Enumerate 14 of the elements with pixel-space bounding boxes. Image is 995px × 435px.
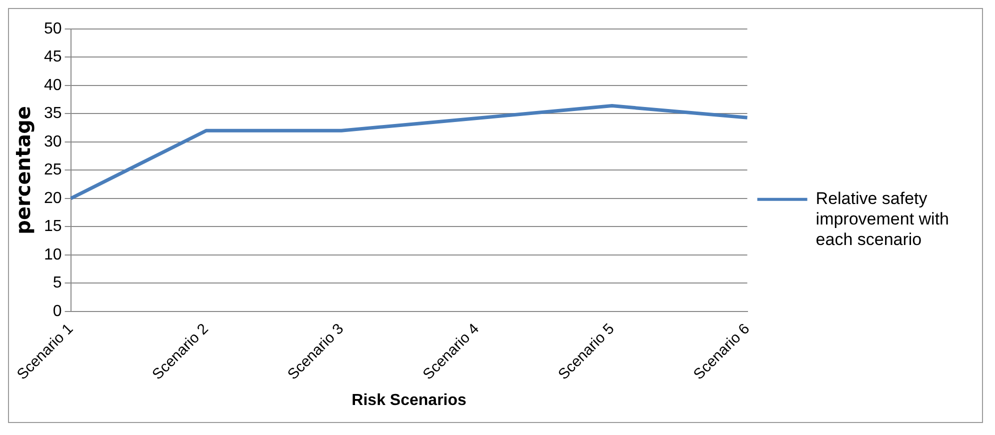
y-axis-title: percentage: [11, 106, 36, 234]
y-tick-label: 35: [44, 105, 62, 122]
y-tick-label: 20: [44, 190, 62, 207]
y-tick-label: 25: [44, 162, 62, 179]
y-tick-label: 50: [44, 20, 62, 38]
y-tick-label: 45: [44, 48, 62, 66]
y-tick-label: 30: [44, 133, 62, 150]
y-tick-label: 15: [44, 218, 62, 236]
y-tick-label: 10: [44, 246, 62, 264]
y-tick-label: 40: [44, 76, 62, 94]
y-tick-label: 5: [52, 274, 62, 292]
legend-label: Relative safety improvement with each scenario: [816, 189, 950, 249]
y-tick-label: 0: [52, 302, 62, 320]
x-axis-title: Risk Scenarios: [352, 392, 467, 409]
